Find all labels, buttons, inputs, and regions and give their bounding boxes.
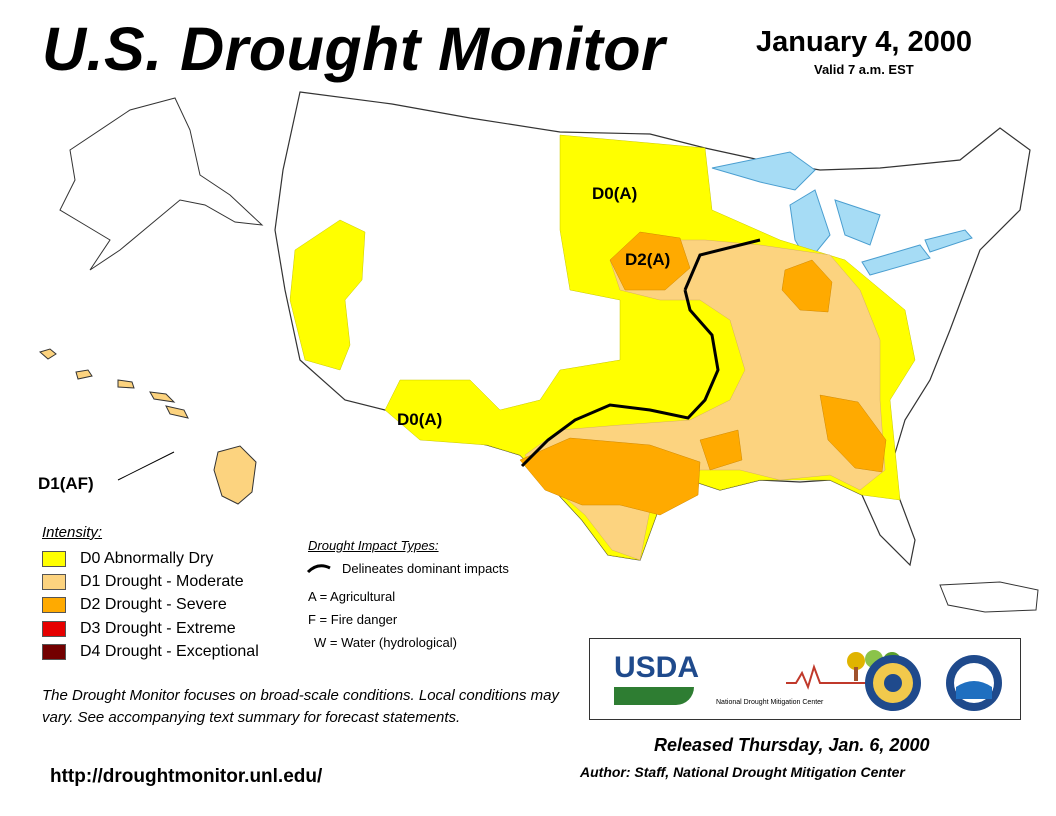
usda-logo-swoosh bbox=[614, 687, 694, 705]
legend-label: D2 Drought - Severe bbox=[80, 596, 227, 613]
swatch-d0 bbox=[42, 551, 66, 567]
legend-label: D4 Drought - Exceptional bbox=[80, 643, 259, 660]
impact-type-agricultural: A = Agricultural bbox=[308, 589, 396, 604]
partner-logos: USDA National Drought Mitigation Center bbox=[589, 638, 1021, 720]
swatch-d2 bbox=[42, 597, 66, 613]
legend-item-d4: D4 Drought - Exceptional bbox=[42, 642, 259, 662]
impact-type-water: W = Water (hydrological) bbox=[314, 635, 457, 650]
great-lakes bbox=[711, 151, 973, 276]
d2-areas bbox=[519, 231, 887, 516]
swatch-d1 bbox=[42, 574, 66, 590]
alaska-outline bbox=[59, 97, 264, 271]
author-credit: Author: Staff, National Drought Mitigati… bbox=[580, 764, 905, 780]
label-d0-north: D0(A) bbox=[592, 184, 638, 203]
legend-item-d3: D3 Drought - Extreme bbox=[42, 619, 236, 639]
map-title: U.S. Drought Monitor bbox=[42, 15, 666, 83]
noaa-logo-icon bbox=[946, 655, 1002, 711]
hawaii-big-island bbox=[213, 445, 257, 505]
disclaimer-note: The Drought Monitor focuses on broad-sca… bbox=[42, 687, 559, 726]
doc-seal-icon bbox=[865, 655, 921, 711]
map-date: January 4, 2000 bbox=[756, 26, 973, 58]
impact-type-fire: F = Fire danger bbox=[308, 612, 398, 627]
impact-types-title: Drought Impact Types: bbox=[308, 538, 439, 553]
label-d0-southwest: D0(A) bbox=[397, 410, 443, 429]
hawaii-islands bbox=[38, 348, 189, 419]
legend-label: D1 Drought - Moderate bbox=[80, 573, 244, 590]
legend-label: D3 Drought - Extreme bbox=[80, 620, 236, 637]
legend-label: D0 Abnormally Dry bbox=[80, 550, 214, 567]
legend-title: Intensity: bbox=[42, 524, 103, 541]
impact-line-sample bbox=[306, 564, 331, 574]
valid-time: Valid 7 a.m. EST bbox=[814, 62, 914, 77]
hawaii-pointer bbox=[117, 451, 175, 481]
legend-item-d2: D2 Drought - Severe bbox=[42, 595, 227, 615]
swatch-d4 bbox=[42, 644, 66, 660]
usda-logo: USDA bbox=[614, 651, 700, 684]
label-hawaii: D1(AF) bbox=[38, 474, 94, 493]
release-date: Released Thursday, Jan. 6, 2000 bbox=[654, 735, 930, 755]
legend-item-d1: D1 Drought - Moderate bbox=[42, 572, 244, 592]
legend-item-d0: D0 Abnormally Dry bbox=[42, 549, 213, 569]
impact-line-midwest bbox=[520, 238, 761, 468]
website-url[interactable]: http://droughtmonitor.unl.edu/ bbox=[50, 766, 323, 787]
impact-line-label: Delineates dominant impacts bbox=[342, 561, 509, 576]
swatch-d3 bbox=[42, 621, 66, 637]
label-d2-north: D2(A) bbox=[625, 250, 671, 269]
ndmc-logo-text: National Drought Mitigation Center bbox=[716, 699, 824, 706]
puerto-rico bbox=[939, 581, 1039, 613]
